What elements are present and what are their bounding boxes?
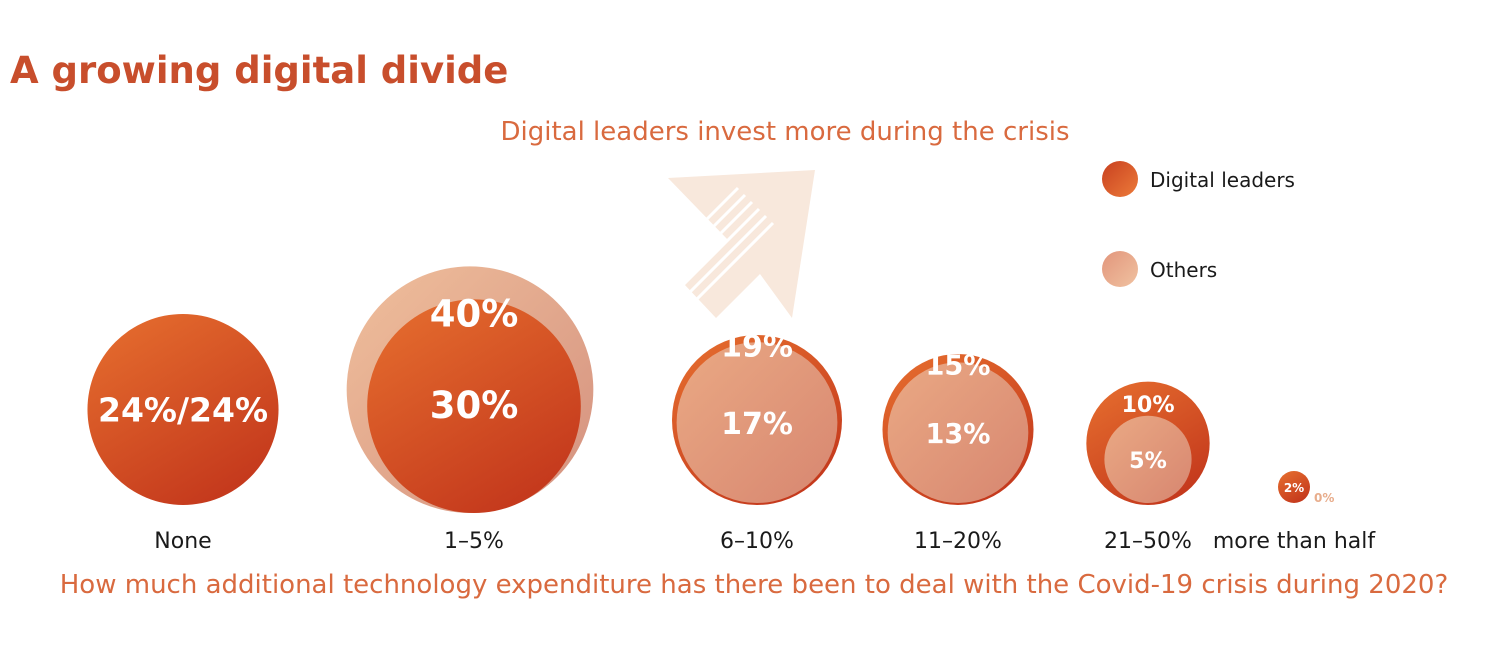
x-axis-label: How much additional technology expenditu…	[60, 570, 1449, 600]
data-label-leaders-21-50: 10%	[1121, 392, 1174, 418]
data-label-leaders-more-than-half: 2%	[1284, 481, 1304, 495]
bubble-others-6-10	[676, 342, 838, 503]
data-label-leaders-6-10: 19%	[721, 330, 793, 365]
legend-label-others: Others	[1150, 258, 1217, 282]
legend-swatch-others	[1102, 251, 1138, 287]
bubble-others-11-20	[887, 362, 1029, 503]
data-label-none: 24%/24%	[98, 390, 268, 429]
legend: Digital leaders Others	[1102, 161, 1295, 287]
category-label-6-10: 6–10%	[720, 529, 794, 554]
data-label-others-11-20: 13%	[925, 419, 990, 450]
category-label-1-5: 1–5%	[444, 529, 504, 554]
legend-label-digital-leaders: Digital leaders	[1150, 168, 1295, 192]
category-label-none: None	[154, 529, 211, 554]
bubble-leaders-1-5	[367, 299, 581, 513]
data-label-leaders-1-5: 30%	[430, 384, 519, 427]
data-label-others-more-than-half: 0%	[1314, 491, 1334, 505]
data-label-others-21-50: 5%	[1129, 448, 1167, 474]
legend-swatch-digital-leaders	[1102, 161, 1138, 197]
bubble-none	[87, 313, 279, 505]
bubbles-layer: 24%/24% 40% 30% 19% 17% 15% 13% 10% 5% 2% 0%	[87, 266, 1334, 513]
data-label-leaders-11-20: 15%	[925, 350, 990, 381]
data-label-others-6-10: 17%	[721, 407, 793, 442]
chart-subtitle: Digital leaders invest more during the c…	[500, 117, 1069, 147]
bubble-others-21-50	[1104, 415, 1192, 503]
category-label-11-20: 11–20%	[914, 529, 1002, 554]
category-labels: None 1–5% 6–10% 11–20% 21–50% more than half	[154, 529, 1376, 554]
category-label-more-than-half: more than half	[1213, 529, 1377, 554]
chart-title: A growing digital divide	[10, 49, 508, 92]
growth-arrow-icon	[638, 170, 815, 332]
data-label-others-1-5: 40%	[430, 292, 519, 335]
category-label-21-50: 21–50%	[1104, 529, 1192, 554]
bubble-leaders-more-than-half	[1278, 471, 1310, 503]
